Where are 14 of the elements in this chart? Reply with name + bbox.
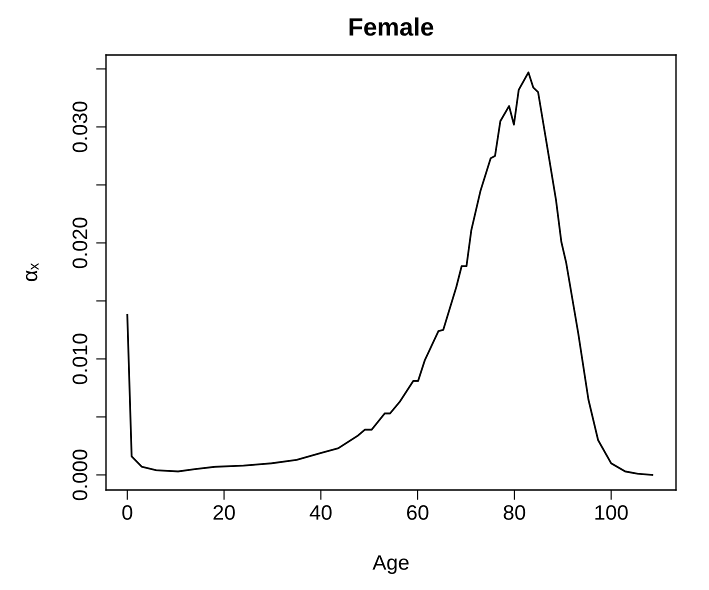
y-tick-label: 0.000 [72, 450, 88, 500]
x-axis-title: Age [372, 555, 409, 574]
x-tick-label: 60 [407, 505, 428, 520]
chart-title: Female [350, 17, 434, 36]
line-series [126, 71, 654, 476]
y-tick-label: 0.010 [72, 334, 88, 384]
x-tick-label: 80 [504, 505, 526, 520]
x-tick-label: 0 [122, 505, 132, 520]
x-tick-label: 40 [310, 505, 332, 520]
x-tick-label: 20 [214, 505, 235, 520]
x-tick-label: 100 [595, 505, 628, 520]
y-tick-label: 0.020 [72, 218, 88, 268]
y-axis-title: αₓ [26, 263, 39, 282]
y-tick-label: 0.030 [72, 102, 88, 152]
